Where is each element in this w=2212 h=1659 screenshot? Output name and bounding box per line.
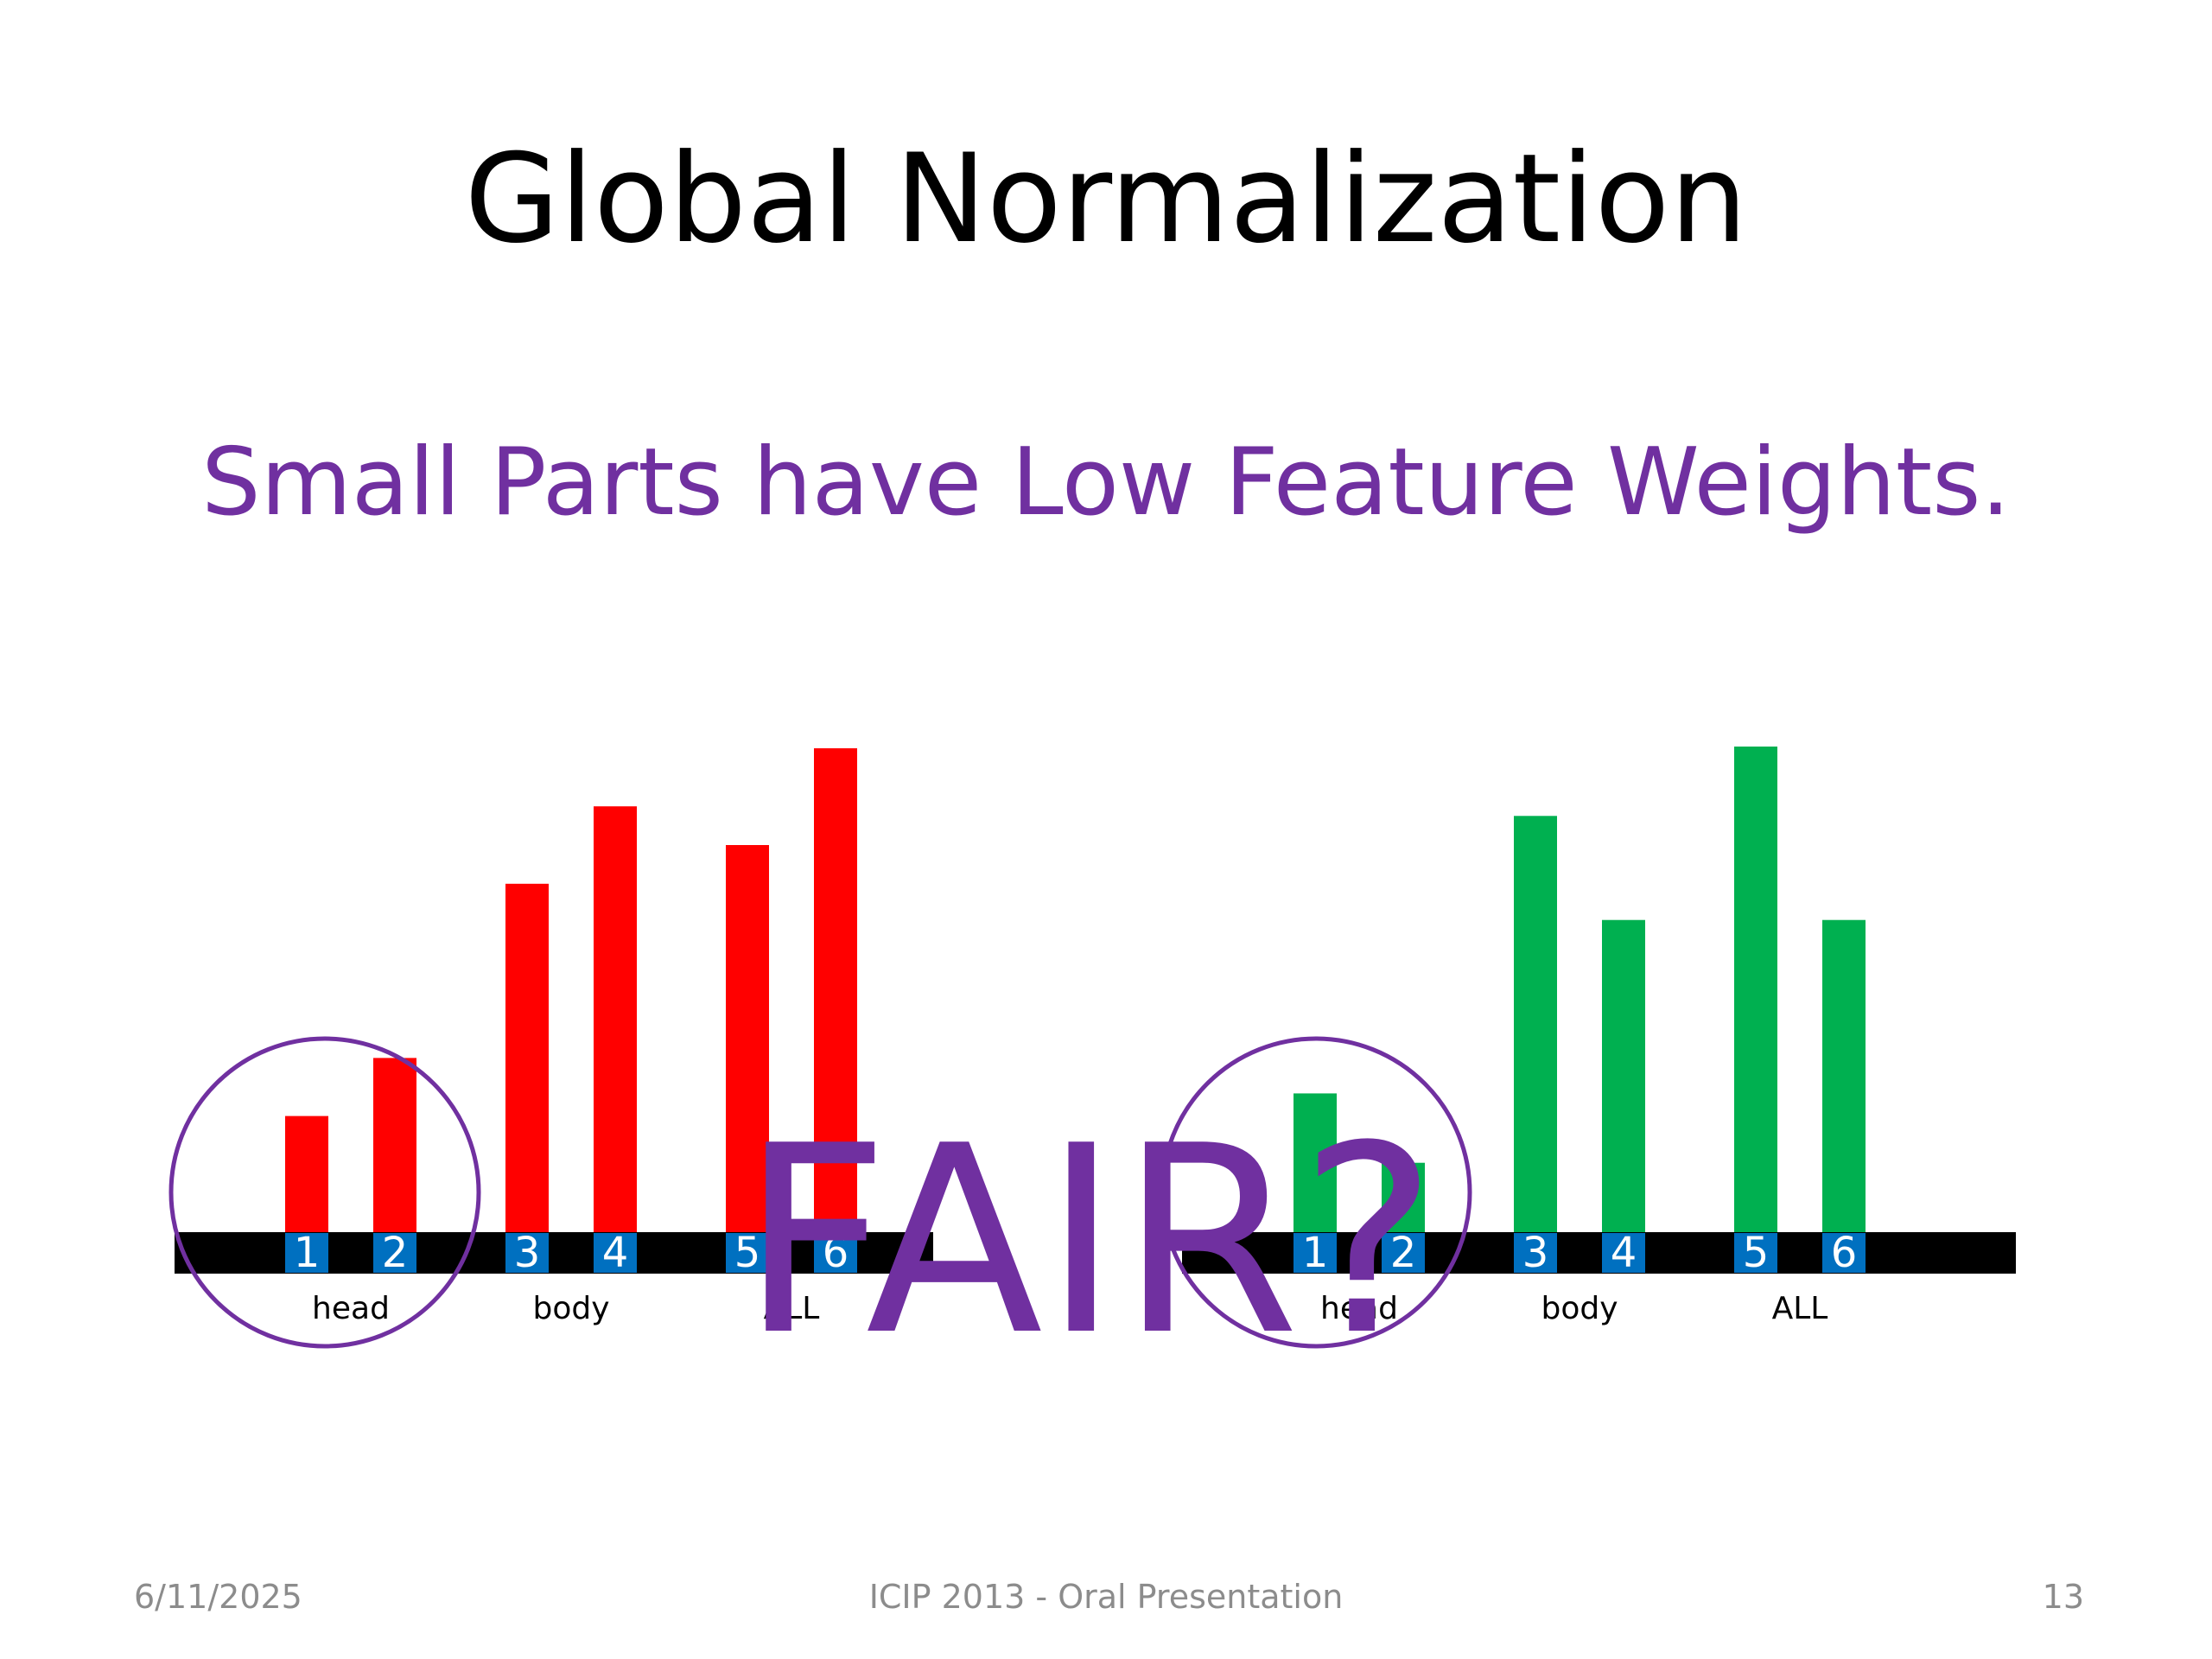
chart-2-group-label-body: body — [1541, 1291, 1618, 1326]
footer-page-number: 13 — [2042, 1578, 2084, 1616]
chart-2-bar-5 — [1734, 747, 1777, 1232]
fair-question-overlay: FAIR? — [741, 1090, 1437, 1392]
chart-2-bar-4 — [1602, 919, 1645, 1232]
chart-2-category-box-1 — [1294, 1233, 1337, 1273]
chart-2-category-box-6 — [1822, 1233, 1866, 1273]
chart-2-category-label-4: 4 — [1611, 1229, 1637, 1277]
chart-2-category-label-6: 6 — [1831, 1229, 1858, 1277]
chart-2-category-box-5 — [1734, 1233, 1777, 1273]
footer-presentation-name: ICIP 2013 - Oral Presentation — [868, 1578, 1344, 1616]
chart-1-category-box-3 — [505, 1233, 549, 1273]
chart-1-category-box-2 — [373, 1233, 416, 1273]
chart-1-category-label-6: 6 — [823, 1229, 849, 1277]
chart-2-category-label-5: 5 — [1743, 1229, 1770, 1277]
chart-2-bar-3 — [1514, 816, 1557, 1232]
chart-2-category-label-1: 1 — [1302, 1229, 1329, 1277]
chart-1-category-box-1 — [285, 1233, 328, 1273]
chart-2-category-box-4 — [1602, 1233, 1645, 1273]
slide-subtitle: Small Parts have Low Feature Weights. — [201, 429, 2011, 537]
chart-1-category-label-3: 3 — [514, 1229, 541, 1277]
chart-1-category-box-4 — [594, 1233, 637, 1273]
chart-2-highlight-circle — [1160, 1036, 1472, 1349]
chart-1-bar-6 — [814, 748, 857, 1232]
chart-1-bar-1 — [285, 1116, 328, 1232]
chart-1-bar-4 — [594, 806, 637, 1232]
chart-1-bar-2 — [373, 1058, 416, 1232]
chart-1-category-label-5: 5 — [734, 1229, 761, 1277]
chart-1-category-label-2: 2 — [382, 1229, 409, 1277]
chart-2-category-box-2 — [1382, 1233, 1425, 1273]
chart-1-group-label-all: ALL — [764, 1291, 820, 1326]
chart-1-bar-3 — [505, 883, 549, 1232]
chart-1-highlight-circle — [168, 1036, 481, 1349]
chart-1-category-label-1: 1 — [294, 1229, 321, 1277]
chart-2-group-label-head: head — [1320, 1291, 1398, 1326]
slide-title: Global Normalization — [464, 128, 1748, 270]
chart-2-category-box-3 — [1514, 1233, 1557, 1273]
footer-date: 6/11/2025 — [134, 1578, 302, 1616]
chart-1-bar-5 — [726, 845, 769, 1232]
chart-2-category-label-3: 3 — [1522, 1229, 1549, 1277]
chart-1-category-box-5 — [726, 1233, 769, 1273]
chart-1-category-label-4: 4 — [602, 1229, 629, 1277]
chart-2-group-label-all: ALL — [1772, 1291, 1828, 1326]
chart-1-group-label-head: head — [312, 1291, 390, 1326]
chart-1-category-box-6 — [814, 1233, 857, 1273]
chart-1-group-label-body: body — [532, 1291, 609, 1326]
chart-2-bar-1 — [1294, 1093, 1337, 1232]
chart-2-category-label-2: 2 — [1390, 1229, 1417, 1277]
chart-2-bar-2 — [1382, 1162, 1425, 1232]
chart-2-bar-6 — [1822, 919, 1866, 1232]
